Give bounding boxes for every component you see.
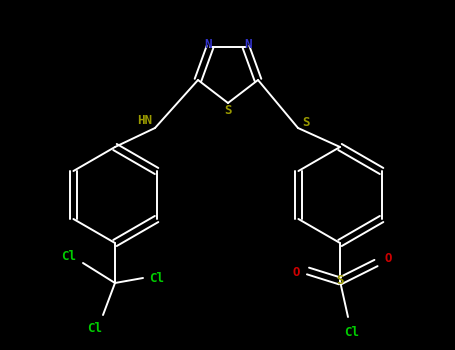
Text: O: O	[292, 266, 300, 280]
Text: Cl: Cl	[344, 327, 359, 340]
Text: S: S	[224, 105, 232, 118]
Text: Cl: Cl	[61, 251, 76, 264]
Text: N: N	[204, 38, 212, 51]
Text: HN: HN	[137, 113, 152, 126]
Text: S: S	[302, 116, 310, 128]
Text: S: S	[336, 274, 344, 287]
Text: N: N	[244, 38, 252, 51]
Text: Cl: Cl	[150, 272, 165, 285]
Text: Cl: Cl	[87, 322, 102, 336]
Text: O: O	[384, 252, 392, 266]
